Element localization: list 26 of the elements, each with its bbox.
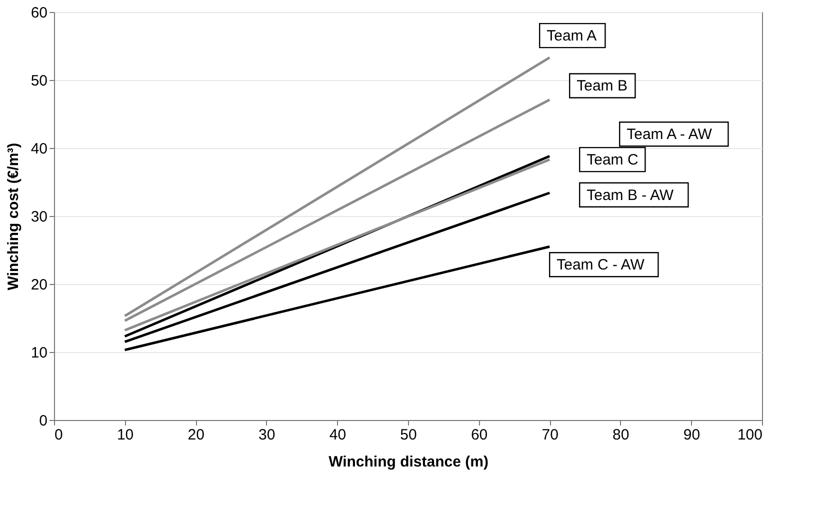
y-tick-label: 50: [30, 72, 48, 90]
x-tick-label: 20: [188, 426, 204, 444]
x-tick-label: 50: [400, 426, 417, 444]
x-tick-label: 10: [116, 426, 134, 444]
legend-label: Team B - AW: [586, 186, 674, 204]
y-tick-label: 60: [30, 4, 48, 22]
y-tick-label: 10: [30, 344, 48, 362]
series-label: Team A: [546, 28, 597, 45]
x-tick-label: 0: [54, 426, 63, 444]
x-tick-label: 60: [470, 426, 488, 444]
x-tick-label: 100: [737, 426, 762, 444]
series-label: Team B: [576, 78, 628, 95]
x-tick-label: 30: [258, 426, 276, 444]
x-tick-label: 70: [542, 426, 558, 444]
x-tick-label: 80: [612, 426, 630, 444]
y-tick-label: 30: [30, 208, 48, 226]
x-axis-title: Winching distance (m): [328, 454, 488, 470]
y-tick-label: 20: [30, 276, 48, 294]
text: Team A - AW: [626, 126, 713, 144]
y-tick-label: 40: [30, 140, 48, 158]
y-axis-title: Winching cost (€/m³): [4, 142, 22, 290]
series-label: Team C - AW: [556, 256, 646, 274]
x-tick-label: 90: [683, 426, 700, 444]
y-tick-label: 0: [39, 412, 48, 430]
text: Team C: [586, 152, 638, 169]
x-tick-label: 40: [329, 426, 346, 444]
